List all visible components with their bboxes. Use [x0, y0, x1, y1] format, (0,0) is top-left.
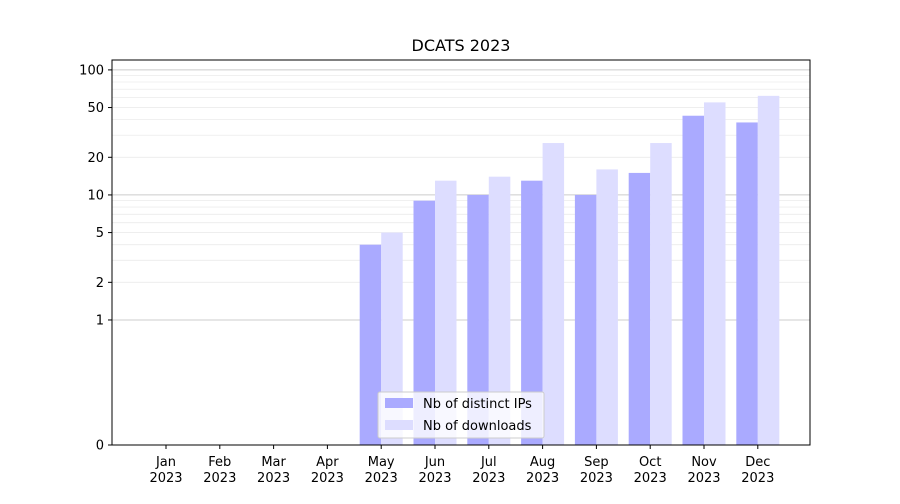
bar-downloads: [488, 176, 511, 445]
bar-downloads: [757, 95, 780, 446]
y-tick-label: 5: [96, 226, 104, 241]
x-tick-label-month: Nov: [691, 455, 717, 470]
bar-distinct-ips: [682, 115, 704, 445]
x-tick-label-month: Sep: [584, 455, 609, 470]
bar-downloads: [596, 169, 618, 445]
x-axis-ticks: Jan2023Feb2023Mar2023Apr2023May2023Jun20…: [149, 445, 774, 486]
y-axis-ticks: 0 1 2 5 10 20 50 100: [79, 63, 112, 454]
bar-downloads: [435, 180, 457, 445]
legend: Nb of distinct IPs Nb of downloads: [377, 391, 545, 439]
x-tick-label-year: 2023: [580, 471, 613, 486]
legend-label-downloads: Nb of downloads: [423, 419, 532, 434]
legend-box: [377, 391, 545, 439]
legend-label-distinct-ips: Nb of distinct IPs: [423, 397, 532, 412]
x-tick-label-month: May: [368, 455, 395, 470]
y-tick-label: 50: [87, 101, 104, 116]
bar-distinct-ips: [467, 194, 489, 445]
x-tick-label-month: Apr: [316, 455, 339, 470]
bar-distinct-ips: [628, 172, 651, 445]
x-tick-label-month: Mar: [261, 455, 286, 470]
x-tick-label-year: 2023: [526, 471, 559, 486]
bar-distinct-ips: [736, 122, 758, 445]
x-tick-label-year: 2023: [418, 471, 451, 486]
x-tick-label-month: Feb: [208, 455, 231, 470]
plot-area-frame: [111, 59, 811, 446]
chart-title: DCATS 2023: [412, 36, 511, 55]
y-tick-label: 100: [79, 63, 104, 78]
x-tick-label-year: 2023: [203, 471, 236, 486]
x-tick-label-month: Jul: [480, 455, 497, 470]
x-tick-label-month: Jan: [155, 455, 176, 470]
bar-downloads: [542, 143, 565, 445]
x-tick-label-year: 2023: [365, 471, 398, 486]
x-tick-label-year: 2023: [687, 471, 720, 486]
x-tick-label-month: Jun: [424, 455, 445, 470]
y-tick-label: 0: [96, 439, 104, 454]
y-tick-label: 10: [87, 188, 104, 203]
y-tick-label: 1: [96, 313, 104, 328]
grid-lines: [112, 69, 810, 321]
x-tick-label-month: Dec: [745, 455, 770, 470]
x-tick-label-year: 2023: [257, 471, 290, 486]
bar-downloads: [704, 102, 726, 445]
bar-distinct-ips: [413, 200, 435, 445]
x-tick-label-month: Oct: [639, 455, 661, 470]
x-tick-label-year: 2023: [311, 471, 344, 486]
legend-swatch-downloads: [385, 420, 413, 430]
bar-distinct-ips: [574, 194, 597, 445]
x-tick-label-year: 2023: [472, 471, 505, 486]
y-tick-label: 20: [87, 151, 104, 166]
x-tick-label-month: Aug: [530, 455, 555, 470]
x-tick-label-year: 2023: [634, 471, 667, 486]
bar-distinct-ips: [359, 244, 382, 445]
bar-downloads: [650, 143, 672, 445]
x-tick-label-year: 2023: [149, 471, 182, 486]
x-tick-label-year: 2023: [741, 471, 774, 486]
legend-swatch-distinct-ips: [385, 398, 413, 408]
y-tick-label: 2: [96, 276, 104, 291]
bar-distinct-ips: [521, 180, 543, 445]
